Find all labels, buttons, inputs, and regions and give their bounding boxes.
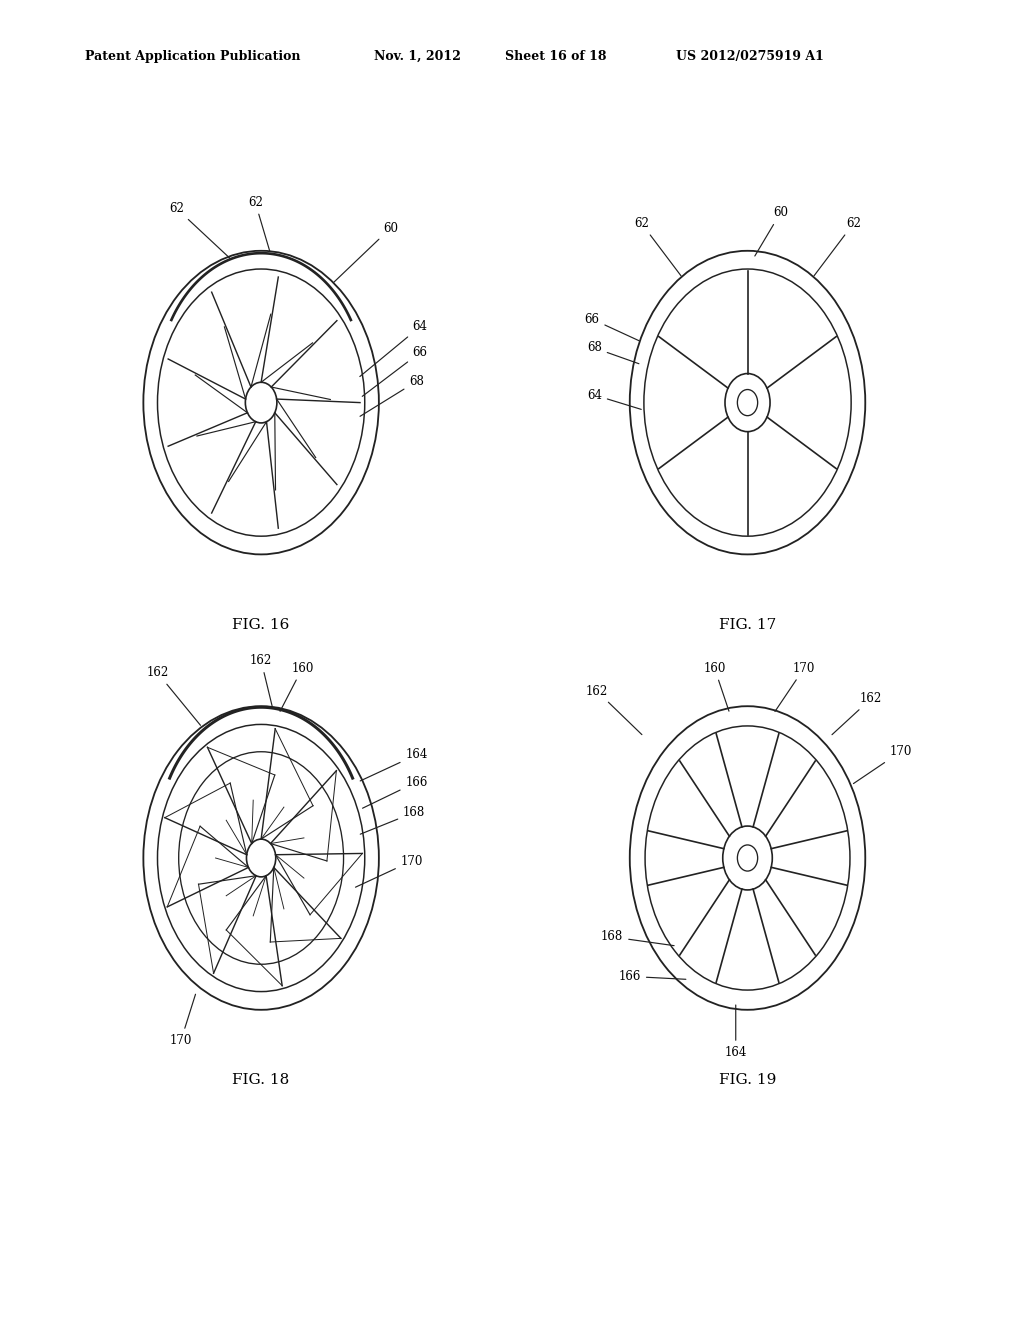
Text: Nov. 1, 2012: Nov. 1, 2012 — [374, 50, 461, 63]
Text: 66: 66 — [585, 313, 639, 341]
Text: 170: 170 — [355, 854, 423, 887]
Text: 170: 170 — [853, 746, 911, 784]
Text: US 2012/0275919 A1: US 2012/0275919 A1 — [676, 50, 823, 63]
Text: Sheet 16 of 18: Sheet 16 of 18 — [505, 50, 606, 63]
Text: 164: 164 — [725, 1005, 746, 1059]
Text: Patent Application Publication: Patent Application Publication — [85, 50, 300, 63]
Text: 60: 60 — [334, 222, 398, 282]
Text: 168: 168 — [601, 931, 674, 945]
Text: 62: 62 — [634, 216, 681, 276]
Text: FIG. 19: FIG. 19 — [719, 1073, 776, 1088]
Text: 64: 64 — [587, 388, 641, 409]
Text: 162: 162 — [831, 692, 883, 735]
Text: 170: 170 — [775, 661, 815, 711]
Text: 166: 166 — [362, 776, 428, 808]
Text: 162: 162 — [146, 667, 201, 725]
Text: FIG. 18: FIG. 18 — [232, 1073, 290, 1088]
Text: 162: 162 — [250, 655, 272, 706]
Text: 64: 64 — [359, 321, 428, 376]
Text: 168: 168 — [360, 807, 425, 834]
Text: 68: 68 — [587, 342, 639, 364]
Text: 160: 160 — [703, 661, 729, 711]
Text: 62: 62 — [814, 216, 861, 276]
Text: 66: 66 — [362, 346, 428, 396]
Text: FIG. 17: FIG. 17 — [719, 618, 776, 632]
Text: 60: 60 — [755, 206, 788, 256]
Text: 62: 62 — [169, 202, 229, 257]
Text: 160: 160 — [280, 661, 313, 711]
Text: 164: 164 — [360, 748, 428, 781]
Text: 62: 62 — [248, 195, 269, 251]
Text: 170: 170 — [170, 994, 196, 1047]
Text: FIG. 16: FIG. 16 — [232, 618, 290, 632]
Text: 166: 166 — [618, 970, 686, 983]
Text: 162: 162 — [586, 685, 642, 735]
Text: 68: 68 — [360, 375, 424, 416]
